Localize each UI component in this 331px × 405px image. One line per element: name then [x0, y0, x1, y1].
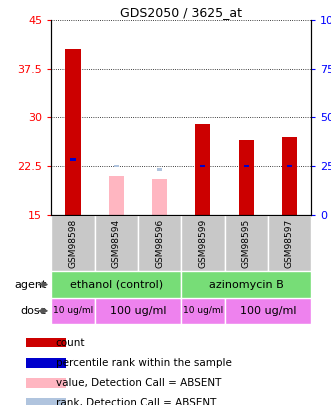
Bar [95, 298, 181, 324]
Text: 100 ug/ml: 100 ug/ml [240, 306, 296, 316]
Bar [26, 338, 66, 347]
Text: GSM98595: GSM98595 [242, 218, 251, 268]
Text: 10 ug/ml: 10 ug/ml [183, 306, 223, 315]
Text: count: count [56, 338, 85, 347]
Bar [282, 137, 297, 215]
Bar [200, 165, 206, 167]
Bar [26, 398, 66, 405]
Text: GSM98596: GSM98596 [155, 218, 164, 268]
Bar [157, 168, 162, 171]
Text: 10 ug/ml: 10 ug/ml [53, 306, 93, 315]
Bar [224, 298, 311, 324]
Bar [195, 124, 211, 215]
Bar [224, 215, 268, 271]
Text: azinomycin B: azinomycin B [209, 279, 284, 290]
Text: value, Detection Call = ABSENT: value, Detection Call = ABSENT [56, 378, 221, 388]
Text: ethanol (control): ethanol (control) [70, 279, 163, 290]
Text: GSM98597: GSM98597 [285, 218, 294, 268]
Text: GSM98594: GSM98594 [112, 218, 121, 268]
Bar [109, 176, 124, 215]
Bar [138, 215, 181, 271]
Text: dose: dose [21, 306, 47, 316]
Bar [51, 298, 95, 324]
Text: agent: agent [15, 279, 47, 290]
Title: GDS2050 / 3625_at: GDS2050 / 3625_at [120, 6, 242, 19]
Bar [268, 215, 311, 271]
Bar [239, 140, 254, 215]
Text: rank, Detection Call = ABSENT: rank, Detection Call = ABSENT [56, 398, 216, 405]
Bar [287, 165, 292, 167]
Bar [181, 215, 224, 271]
Text: 100 ug/ml: 100 ug/ml [110, 306, 166, 316]
Text: percentile rank within the sample: percentile rank within the sample [56, 358, 232, 368]
Bar [51, 215, 95, 271]
Text: GSM98599: GSM98599 [198, 218, 208, 268]
Bar [71, 158, 75, 161]
Bar [66, 49, 80, 215]
Bar [26, 378, 66, 388]
Bar [181, 271, 311, 298]
Text: GSM98598: GSM98598 [69, 218, 77, 268]
Bar [51, 271, 181, 298]
Bar [152, 179, 167, 215]
Bar [244, 165, 249, 167]
Bar [181, 298, 224, 324]
Bar [95, 215, 138, 271]
Bar [26, 358, 66, 368]
Bar [114, 165, 119, 167]
